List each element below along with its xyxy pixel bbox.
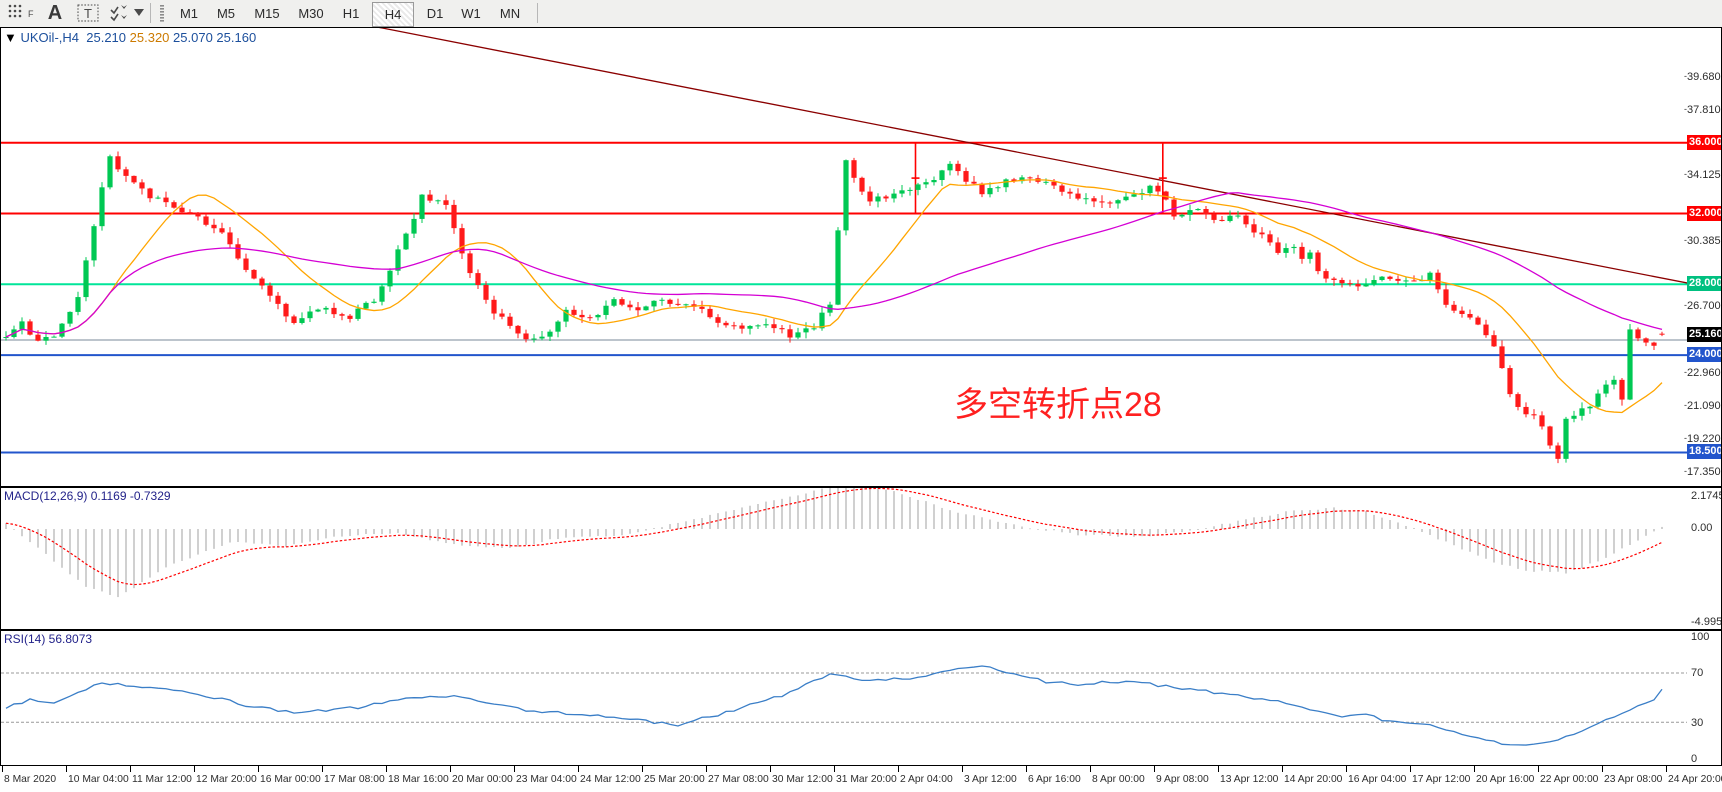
svg-text:多空转折点28: 多空转折点28 [954,386,1162,424]
svg-text:T: T [84,6,92,21]
